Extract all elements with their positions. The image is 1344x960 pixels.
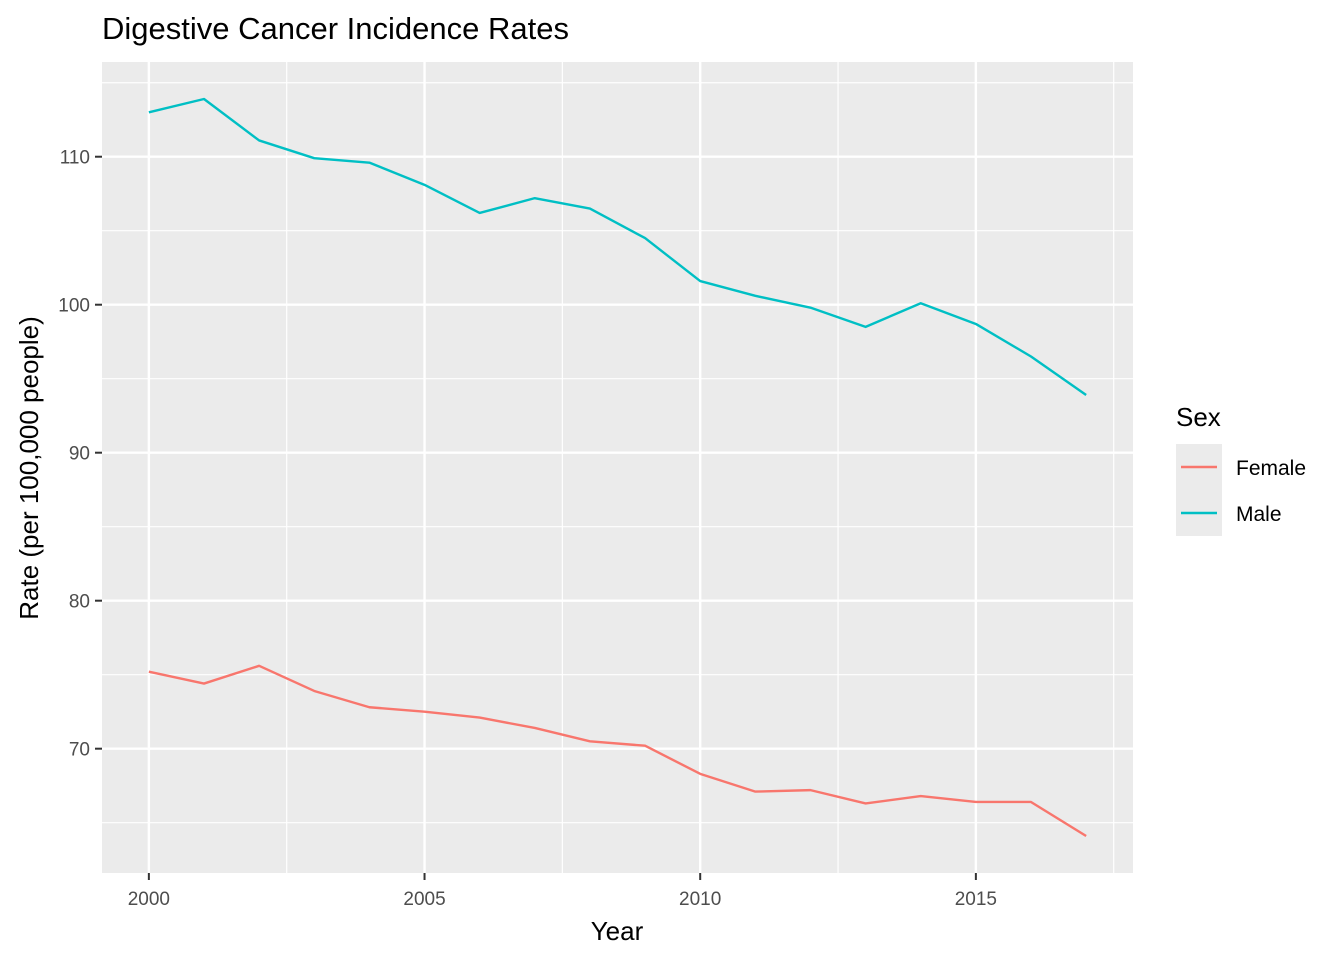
x-tick-label: 2000 — [128, 889, 170, 910]
y-axis: 70 80 90 100 110 — [58, 148, 102, 761]
major-gridlines — [102, 62, 1133, 873]
minor-gridlines — [102, 62, 1133, 873]
x-tick-label: 2010 — [679, 889, 721, 910]
x-tick-label: 2005 — [403, 889, 445, 910]
x-tick-label: 2015 — [955, 889, 997, 910]
series-line-male — [148, 97, 1087, 396]
y-tick-label: 80 — [69, 592, 90, 613]
x-axis: 2000 2005 2010 2015 — [128, 873, 997, 910]
y-tick-label: 110 — [60, 148, 90, 169]
y-tick-label: 100 — [58, 296, 90, 317]
legend-entries: Female Male — [1176, 444, 1306, 536]
y-axis-title: Rate (per 100,000 people) — [14, 316, 44, 620]
chart-title: Digestive Cancer Incidence Rates — [102, 11, 569, 46]
y-tick-label: 90 — [69, 444, 90, 465]
legend-title: Sex — [1176, 402, 1221, 432]
series-line-female — [148, 664, 1087, 838]
series-lines — [148, 97, 1087, 838]
y-tick-label: 70 — [69, 740, 90, 761]
plot-panel — [102, 62, 1133, 873]
legend-label-female: Female — [1236, 457, 1306, 480]
x-axis-title: Year — [591, 916, 644, 946]
legend: Sex Female Male — [1176, 402, 1306, 536]
legend-label-male: Male — [1236, 503, 1282, 526]
